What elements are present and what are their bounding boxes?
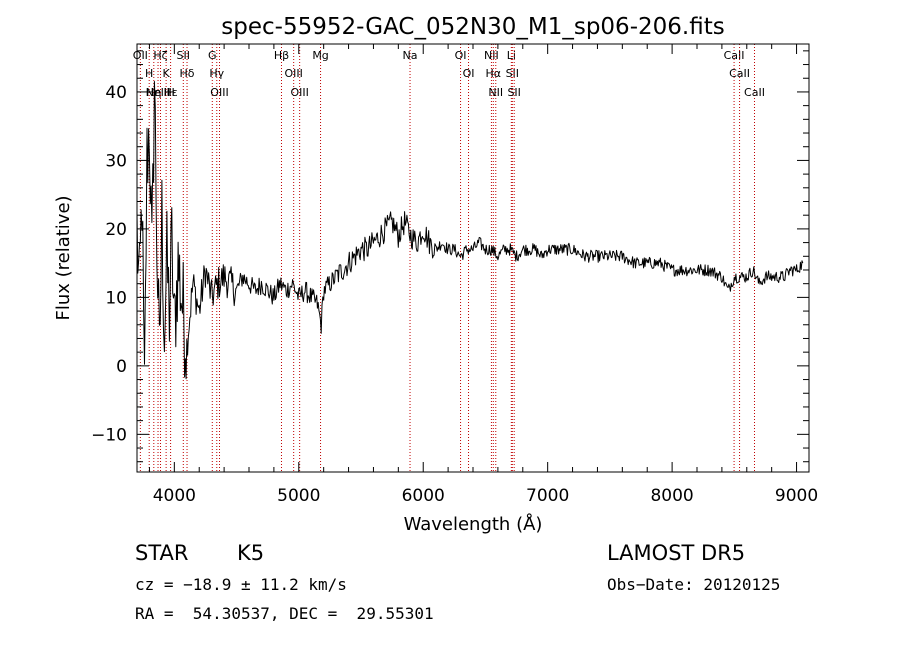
line-label: H [166,86,174,99]
observation-date: Obs−Date: 20120125 [607,575,781,594]
line-label: NII [488,86,503,99]
line-label: Hα [486,67,502,80]
spectrum-series [136,81,804,380]
line-label: SII [507,86,520,99]
object-class: STAR [135,541,189,565]
line-label: Hγ [209,67,224,80]
line-label: Hδ [180,67,195,80]
plot-frame [136,43,810,473]
line-label: SII [506,67,519,80]
line-label: Hζ [153,49,167,62]
chart-title: spec-55952-GAC_052N30_M1_sp06-206.fits [221,14,724,40]
line-label: NeIII [146,86,171,99]
line-label: Hβ [274,49,289,62]
y-axis-label: Flux (relative) [53,195,74,320]
line-label: OIII [210,86,228,99]
line-label: OI [463,67,475,80]
y-tick-label: 30 [105,151,127,171]
line-label: CaII [744,86,765,99]
y-tick-label: 0 [116,357,127,377]
redshift-velocity: cz = −18.9 ± 11.2 km/s [135,575,347,594]
line-label: K [163,67,171,80]
x-tick-label: 7000 [526,486,569,506]
x-tick-label: 6000 [402,486,445,506]
x-tick-label: 9000 [775,486,818,506]
spectral-line-markers: OIIHHηNeIIIHζKHHεSIIHδGHγOIIIHβOIIIOIIIM… [133,44,765,472]
y-tick-label: 20 [105,220,127,240]
line-label: G [208,49,217,62]
line-label: Na [403,49,418,62]
y-tick-label: 40 [105,83,127,103]
y-axis-ticks: −10 0 10 20 30 40 [91,50,809,463]
line-label: OI [455,49,467,62]
y-tick-label: −10 [91,425,127,445]
line-label: CaII [729,67,750,80]
line-label: OIII [284,67,302,80]
line-label: Li [507,49,516,62]
x-tick-label: 8000 [650,486,693,506]
x-axis-ticks: 4000 5000 6000 7000 8000 9000 [148,44,818,506]
line-label: OIII [290,86,308,99]
line-label: Hε [163,86,177,99]
y-tick-label: 10 [105,288,127,308]
line-label: SII [177,49,190,62]
line-label: Mg [312,49,328,62]
ra-dec-coordinates: RA = 54.30537, DEC = 29.55301 [135,604,434,623]
line-label: H [145,67,153,80]
line-label: CaII [724,49,745,62]
x-tick-label: 5000 [277,486,320,506]
survey-name: LAMOST DR5 [607,541,746,565]
line-label: NII [484,49,499,62]
x-tick-label: 4000 [153,486,196,506]
x-axis-label: Wavelength (Å) [404,513,543,535]
spectrum-line [136,81,804,380]
object-subclass: K5 [237,541,265,565]
